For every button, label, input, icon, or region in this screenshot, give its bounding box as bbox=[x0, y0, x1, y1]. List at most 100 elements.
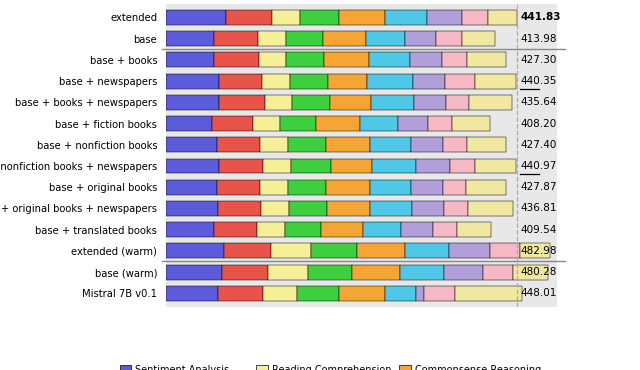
Text: 435.64: 435.64 bbox=[520, 97, 557, 107]
Bar bbox=[371, 95, 414, 110]
Bar bbox=[308, 265, 352, 279]
Bar bbox=[452, 116, 490, 131]
Bar bbox=[166, 95, 219, 110]
Text: 448.01: 448.01 bbox=[520, 288, 557, 298]
Text: 480.28: 480.28 bbox=[520, 267, 557, 277]
Bar bbox=[398, 116, 428, 131]
Bar bbox=[166, 243, 223, 258]
Bar bbox=[300, 10, 339, 25]
Bar bbox=[222, 265, 268, 279]
Bar bbox=[166, 286, 218, 301]
Bar bbox=[400, 265, 444, 279]
Bar bbox=[414, 95, 445, 110]
Bar bbox=[462, 10, 488, 25]
Bar bbox=[339, 286, 385, 301]
Bar bbox=[166, 137, 217, 152]
Text: 427.87: 427.87 bbox=[520, 182, 557, 192]
Bar bbox=[289, 74, 328, 88]
Bar bbox=[289, 201, 326, 216]
Bar bbox=[445, 74, 476, 88]
Bar bbox=[324, 53, 369, 67]
Text: 408.20: 408.20 bbox=[520, 118, 557, 128]
Bar bbox=[372, 159, 417, 174]
Bar bbox=[444, 201, 468, 216]
Bar bbox=[467, 53, 506, 67]
Legend: Sentiment Analysis, Fairness & Truthfulness, Reading Comprehension, World Knowle: Sentiment Analysis, Fairness & Truthfuln… bbox=[116, 361, 545, 370]
Bar bbox=[214, 222, 257, 237]
Bar bbox=[445, 95, 469, 110]
Bar bbox=[288, 137, 326, 152]
Bar bbox=[268, 265, 308, 279]
Bar bbox=[166, 10, 226, 25]
Bar bbox=[271, 243, 311, 258]
Bar bbox=[367, 31, 404, 46]
Bar bbox=[219, 74, 262, 88]
Bar bbox=[317, 116, 360, 131]
Bar bbox=[411, 137, 443, 152]
Bar bbox=[218, 201, 261, 216]
Bar bbox=[311, 243, 357, 258]
Bar bbox=[404, 243, 449, 258]
Bar bbox=[369, 201, 412, 216]
Bar bbox=[369, 53, 410, 67]
Bar bbox=[217, 137, 260, 152]
Bar bbox=[357, 243, 404, 258]
Bar bbox=[286, 31, 323, 46]
Bar bbox=[326, 137, 370, 152]
Bar bbox=[450, 159, 475, 174]
Bar bbox=[263, 159, 291, 174]
Text: 427.30: 427.30 bbox=[520, 55, 557, 65]
Bar bbox=[321, 222, 363, 237]
Bar bbox=[226, 10, 272, 25]
Bar bbox=[259, 31, 286, 46]
Bar bbox=[260, 180, 288, 195]
Bar bbox=[272, 10, 300, 25]
Bar bbox=[214, 31, 259, 46]
Bar bbox=[467, 180, 506, 195]
Bar bbox=[401, 222, 433, 237]
Bar bbox=[166, 159, 219, 174]
Bar bbox=[331, 159, 372, 174]
Bar bbox=[442, 53, 467, 67]
Bar bbox=[467, 137, 506, 152]
Bar bbox=[404, 31, 436, 46]
Bar bbox=[443, 137, 467, 152]
Bar bbox=[285, 222, 321, 237]
Bar bbox=[326, 201, 369, 216]
Bar bbox=[411, 180, 442, 195]
Bar bbox=[166, 180, 217, 195]
Bar bbox=[214, 53, 259, 67]
Bar bbox=[286, 53, 324, 67]
Text: 482.98: 482.98 bbox=[520, 246, 557, 256]
Bar bbox=[360, 116, 398, 131]
Bar bbox=[428, 10, 462, 25]
Bar bbox=[385, 286, 417, 301]
Bar bbox=[262, 74, 289, 88]
Bar bbox=[449, 243, 490, 258]
Bar bbox=[166, 222, 214, 237]
Bar bbox=[483, 265, 513, 279]
Bar bbox=[428, 116, 452, 131]
Bar bbox=[263, 286, 296, 301]
Bar bbox=[166, 53, 214, 67]
Bar bbox=[166, 74, 219, 88]
Bar bbox=[291, 159, 331, 174]
Bar bbox=[369, 180, 411, 195]
Bar bbox=[469, 95, 512, 110]
Bar bbox=[417, 159, 450, 174]
Bar bbox=[363, 222, 401, 237]
Bar bbox=[212, 116, 253, 131]
Bar bbox=[257, 222, 285, 237]
Text: 440.97: 440.97 bbox=[520, 161, 557, 171]
Bar bbox=[219, 159, 263, 174]
Bar bbox=[385, 10, 428, 25]
Text: 440.35: 440.35 bbox=[520, 76, 557, 86]
Bar bbox=[367, 74, 413, 88]
Bar bbox=[328, 74, 367, 88]
Bar bbox=[454, 286, 522, 301]
Bar bbox=[296, 286, 339, 301]
Bar bbox=[223, 243, 271, 258]
Bar bbox=[339, 10, 385, 25]
Text: 436.81: 436.81 bbox=[520, 204, 557, 213]
Bar bbox=[476, 74, 516, 88]
